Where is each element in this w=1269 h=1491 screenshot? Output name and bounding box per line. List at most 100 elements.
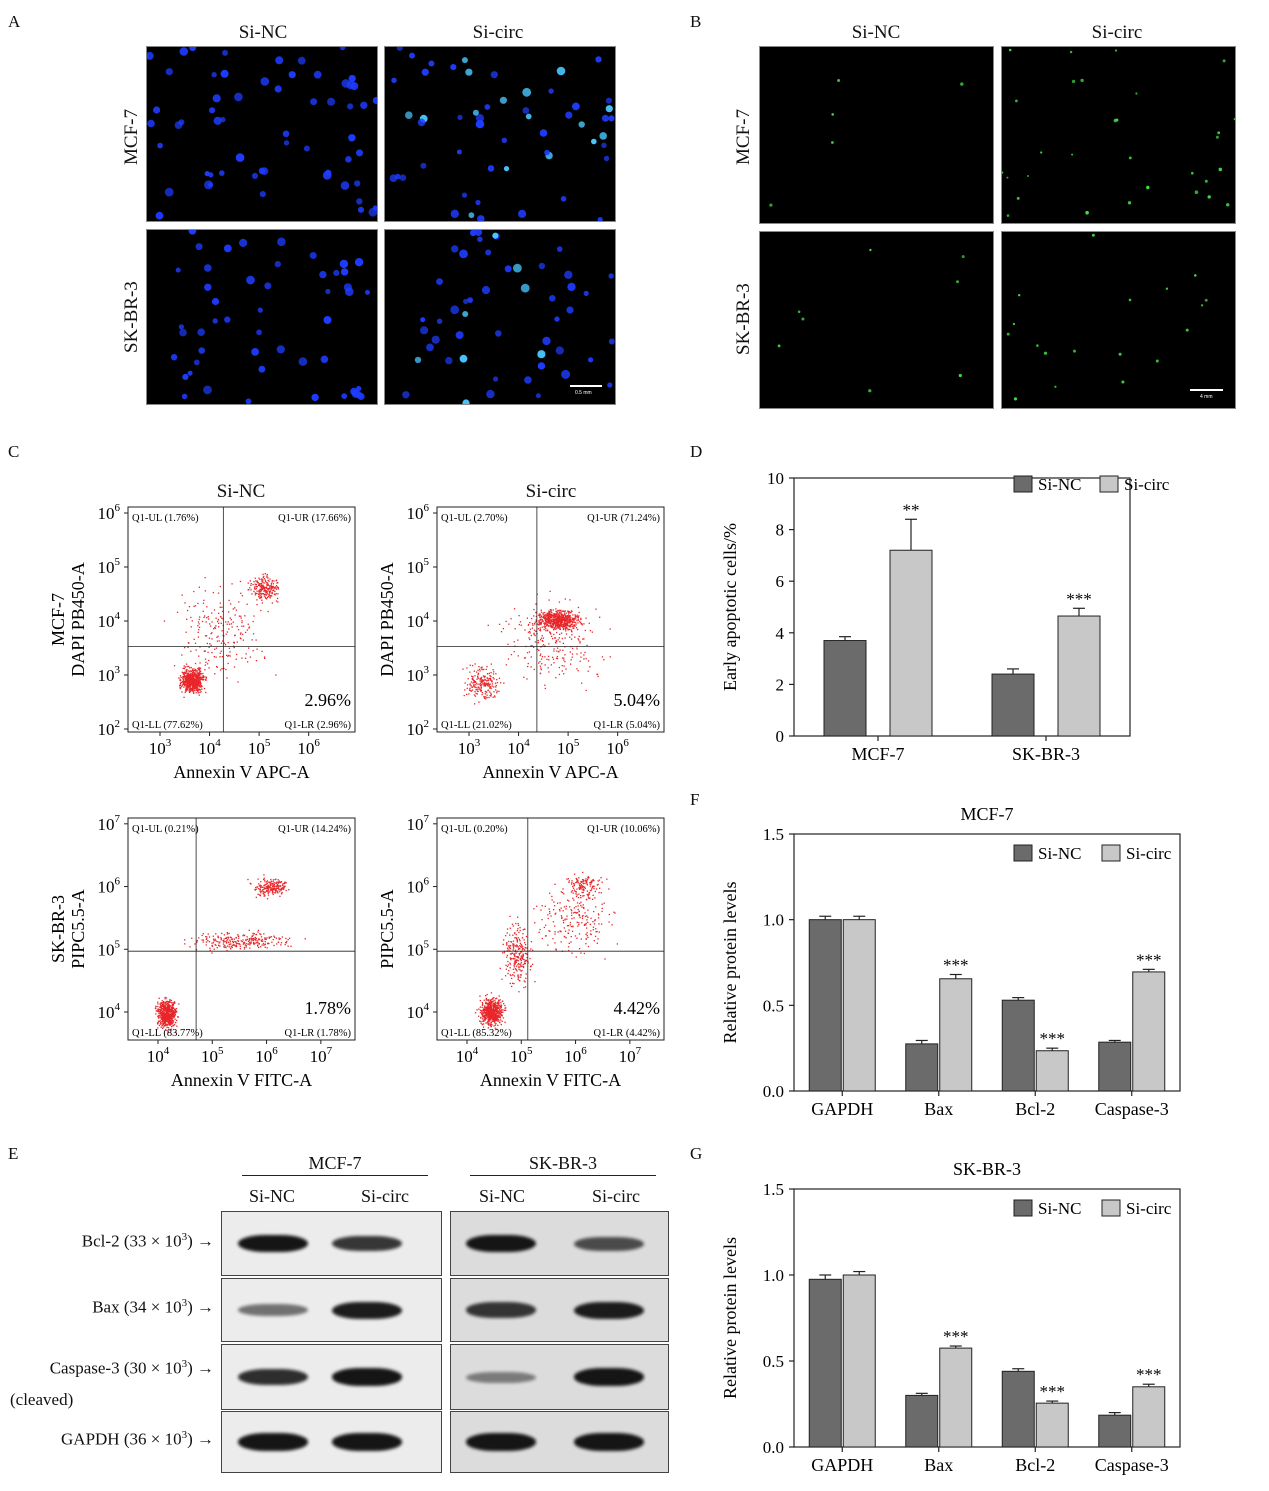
event-dot	[501, 1014, 503, 1017]
event-dot	[192, 672, 194, 674]
cell	[258, 365, 266, 373]
event-dot	[517, 956, 519, 958]
event-dot	[540, 609, 542, 611]
event-dot	[583, 886, 586, 888]
event-dot	[571, 618, 573, 621]
event-dot	[220, 622, 222, 624]
event-dot	[184, 647, 186, 649]
event-dot	[261, 581, 264, 583]
event-dot	[555, 949, 557, 951]
y-tick-label: 106	[407, 876, 430, 897]
event-dot	[594, 919, 596, 921]
event-dot	[469, 664, 471, 666]
event-dot	[539, 627, 541, 629]
cell	[147, 51, 154, 60]
cell	[179, 47, 189, 56]
event-dot	[575, 906, 577, 908]
event-dot	[496, 1001, 499, 1003]
cell	[212, 318, 218, 324]
event-dot	[227, 641, 229, 644]
event-dot	[204, 577, 206, 579]
event-dot	[497, 1004, 499, 1006]
event-dot	[490, 679, 492, 681]
event-dot	[555, 625, 557, 627]
event-dot	[577, 622, 579, 624]
event-dot	[269, 595, 271, 597]
event-dot	[580, 618, 582, 621]
event-dot	[184, 685, 186, 687]
event-dot	[533, 668, 535, 671]
event-dot	[258, 885, 261, 887]
event-dot	[490, 678, 492, 681]
event-dot	[256, 582, 259, 584]
cell	[1121, 380, 1125, 384]
event-dot	[244, 615, 246, 617]
event-dot	[198, 655, 200, 657]
y-tick-label: 103	[407, 664, 430, 685]
event-dot	[215, 944, 217, 946]
event-dot	[157, 1010, 159, 1012]
event-dot	[579, 642, 581, 644]
event-dot	[172, 1012, 174, 1014]
event-dot	[264, 937, 266, 939]
event-dot	[263, 877, 265, 879]
quadrant-lr-label: Q1-LR (5.04%)	[594, 720, 661, 731]
event-dot	[199, 677, 201, 679]
event-dot	[248, 929, 250, 931]
event-dot	[191, 687, 194, 689]
event-dot	[590, 880, 593, 882]
event-dot	[513, 943, 515, 945]
event-dot	[579, 640, 581, 643]
event-dot	[583, 886, 585, 888]
event-dot	[570, 616, 572, 619]
event-dot	[549, 615, 551, 617]
event-dot	[466, 687, 468, 689]
event-dot	[198, 681, 200, 684]
event-dot	[265, 883, 268, 885]
y-tick-label: 106	[98, 502, 121, 523]
event-dot	[560, 617, 562, 619]
event-dot	[512, 940, 515, 942]
event-dot	[569, 924, 571, 926]
event-dot	[490, 695, 492, 697]
event-dot	[479, 668, 481, 670]
event-dot	[183, 673, 185, 676]
cell	[356, 149, 363, 157]
event-dot	[167, 1009, 170, 1011]
y-axis-label: Relative protein levels	[720, 882, 740, 1044]
event-dot	[159, 1023, 162, 1025]
event-dot	[188, 690, 190, 692]
event-dot	[598, 914, 600, 916]
event-dot	[190, 687, 192, 689]
quadrant-ll-label: Q1-LL (83.77%)	[132, 1028, 203, 1039]
event-dot	[223, 946, 225, 948]
event-dot	[543, 926, 545, 929]
event-dot	[488, 1020, 490, 1022]
event-dot	[180, 676, 182, 678]
event-dot	[587, 936, 589, 939]
event-dot	[251, 639, 253, 641]
event-dot	[494, 682, 497, 684]
event-dot	[506, 944, 508, 946]
y-tick-label: 8	[776, 521, 785, 540]
event-dot	[483, 1008, 485, 1011]
event-dot	[598, 879, 601, 881]
event-dot	[498, 1002, 500, 1004]
cell	[277, 237, 286, 247]
event-dot	[512, 943, 514, 945]
event-dot	[517, 655, 519, 657]
cell	[333, 269, 340, 276]
event-dot	[220, 650, 222, 652]
cell	[1204, 179, 1208, 183]
event-dot	[532, 949, 534, 951]
cell-dots	[147, 47, 377, 220]
event-dot	[198, 678, 200, 680]
event-dot	[248, 943, 250, 945]
event-dot	[184, 691, 186, 694]
event-dot	[267, 610, 269, 613]
event-dot	[248, 647, 250, 649]
event-dot	[512, 946, 514, 948]
event-dot	[170, 1018, 172, 1020]
event-dot	[587, 894, 589, 896]
event-dot	[527, 662, 529, 665]
